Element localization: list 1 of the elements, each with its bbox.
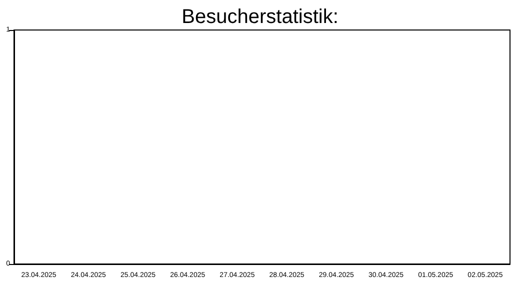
chart-title: Besucherstatistik: [182,6,338,28]
